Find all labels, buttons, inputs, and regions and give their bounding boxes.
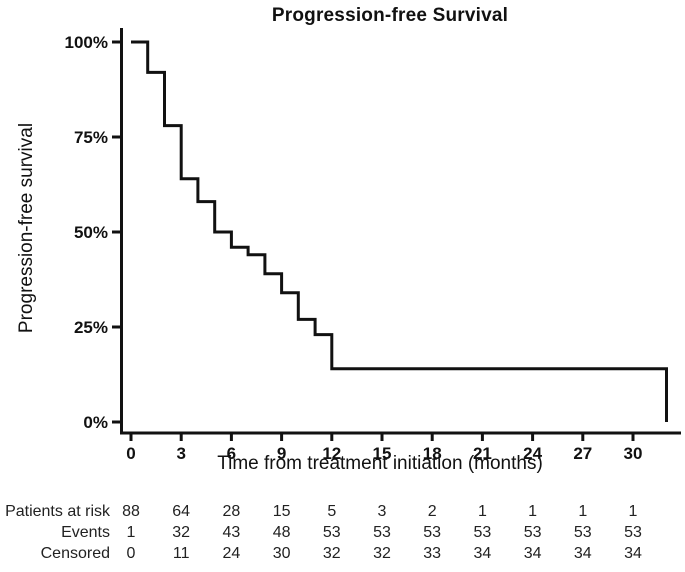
risk-value: 53 <box>423 524 442 541</box>
chart-title: Progression-free Survival <box>271 5 509 26</box>
risk-value: 1 <box>528 503 538 520</box>
risk-value: 1 <box>578 503 588 520</box>
x-tick-label: 12 <box>322 444 341 463</box>
y-tick-label: 0% <box>83 413 108 432</box>
risk-value: 88 <box>122 503 140 520</box>
risk-value: 24 <box>222 545 241 562</box>
y-tick-label: 50% <box>74 223 108 242</box>
risk-value: 30 <box>272 545 291 562</box>
x-tick-label: 30 <box>624 444 643 463</box>
y-tick-label: 25% <box>74 318 108 337</box>
risk-value: 1 <box>477 503 487 520</box>
risk-value: 15 <box>272 503 291 520</box>
km-curve <box>131 40 668 422</box>
risk-value: 32 <box>322 545 341 562</box>
risk-value: 43 <box>222 524 241 541</box>
risk-value: 53 <box>322 524 341 541</box>
risk-value: 34 <box>624 545 642 562</box>
risk-value: 32 <box>172 524 191 541</box>
risk-row-label: Events <box>61 524 110 541</box>
risk-value: 34 <box>573 545 592 562</box>
risk-value: 32 <box>373 545 391 562</box>
risk-value: 11 <box>172 545 190 562</box>
risk-value: 64 <box>172 503 191 520</box>
risk-value: 34 <box>473 545 492 562</box>
x-tick-label: 0 <box>126 444 135 463</box>
y-tick-label: 100% <box>65 33 108 52</box>
y-tick-label: 75% <box>74 128 108 147</box>
x-tick-label: 21 <box>473 444 492 463</box>
x-tick-label: 15 <box>373 444 392 463</box>
risk-value: 53 <box>624 524 642 541</box>
x-axis-title: Time from treatment initiation (months) <box>217 453 543 474</box>
x-tick-label: 18 <box>423 444 442 463</box>
x-tick-label: 6 <box>227 444 236 463</box>
risk-value: 1 <box>628 503 638 520</box>
risk-row-label: Censored <box>40 545 110 562</box>
risk-value: 53 <box>573 524 592 541</box>
x-tick-label: 3 <box>176 444 185 463</box>
x-tick-label: 27 <box>573 444 592 463</box>
risk-value: 3 <box>377 503 387 520</box>
risk-row-label: Patients at risk <box>5 503 110 520</box>
risk-value: 33 <box>423 545 442 562</box>
risk-value: 1 <box>126 524 136 541</box>
x-tick-label: 9 <box>277 444 286 463</box>
risk-value: 28 <box>222 503 241 520</box>
risk-value: 0 <box>126 545 136 562</box>
risk-value: 53 <box>523 524 542 541</box>
risk-value: 53 <box>473 524 492 541</box>
risk-value: 2 <box>427 503 437 520</box>
x-tick-label: 24 <box>523 444 542 463</box>
risk-value: 48 <box>272 524 291 541</box>
risk-value: 34 <box>523 545 542 562</box>
risk-value: 5 <box>327 503 337 520</box>
risk-value: 53 <box>373 524 391 541</box>
